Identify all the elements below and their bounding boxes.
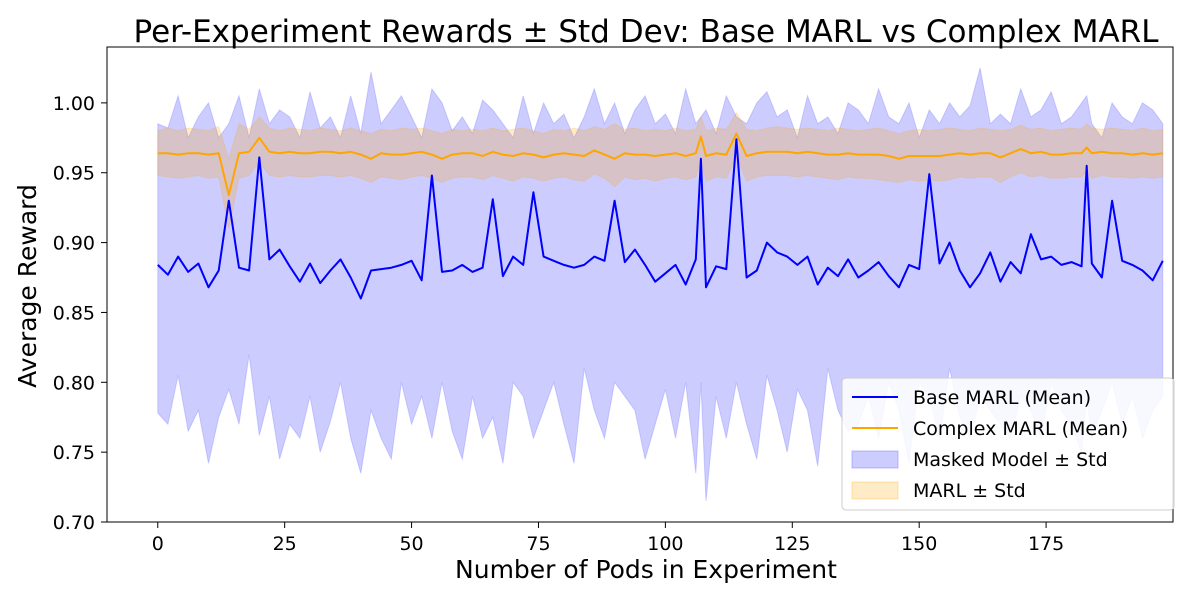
x-tick-label: 25 bbox=[273, 533, 297, 555]
legend-label-masked-std: Masked Model ± Std bbox=[913, 449, 1108, 471]
legend-swatch-marl-std bbox=[851, 481, 899, 500]
x-tick-label: 175 bbox=[1028, 533, 1064, 555]
y-axis-ticks: 0.70 0.75 0.80 0.85 0.90 0.95 1.00 bbox=[53, 93, 107, 534]
x-tick-label: 75 bbox=[526, 533, 550, 555]
x-tick-label: 125 bbox=[774, 533, 810, 555]
complex-marl-std-band bbox=[157, 111, 1164, 229]
legend-label-marl-std: MARL ± Std bbox=[913, 480, 1026, 502]
x-axis-ticks: 0 25 50 75 100 125 150 175 bbox=[152, 522, 1064, 555]
legend-box bbox=[841, 377, 1175, 511]
y-tick-label: 0.85 bbox=[53, 302, 95, 324]
legend: Base MARL (Mean) Complex MARL (Mean) Mas… bbox=[841, 377, 1175, 511]
x-tick-label: 150 bbox=[901, 533, 937, 555]
y-tick-label: 0.95 bbox=[53, 163, 95, 185]
x-tick-label: 0 bbox=[152, 533, 164, 555]
y-tick-label: 1.00 bbox=[53, 93, 95, 115]
complex-marl-mean-line bbox=[157, 132, 1163, 197]
plot-frame bbox=[106, 46, 1174, 523]
mean-lines bbox=[157, 132, 1164, 300]
legend-label-base-mean: Base MARL (Mean) bbox=[913, 387, 1091, 409]
y-tick-label: 0.70 bbox=[53, 512, 95, 534]
legend-label-complex-mean: Complex MARL (Mean) bbox=[913, 418, 1128, 440]
x-axis-label: Number of Pods in Experiment bbox=[455, 555, 837, 584]
y-tick-label: 0.90 bbox=[53, 233, 95, 255]
legend-swatch-masked-std bbox=[851, 450, 899, 469]
x-tick-label: 100 bbox=[647, 533, 683, 555]
y-tick-label: 0.80 bbox=[53, 372, 95, 394]
base-marl-mean-line bbox=[157, 138, 1164, 300]
y-tick-label: 0.75 bbox=[53, 442, 95, 464]
x-tick-label: 50 bbox=[399, 533, 423, 555]
y-axis-label: Average Reward bbox=[13, 184, 42, 388]
chart-title: Per-Experiment Rewards ± Std Dev: Base M… bbox=[133, 14, 1159, 50]
